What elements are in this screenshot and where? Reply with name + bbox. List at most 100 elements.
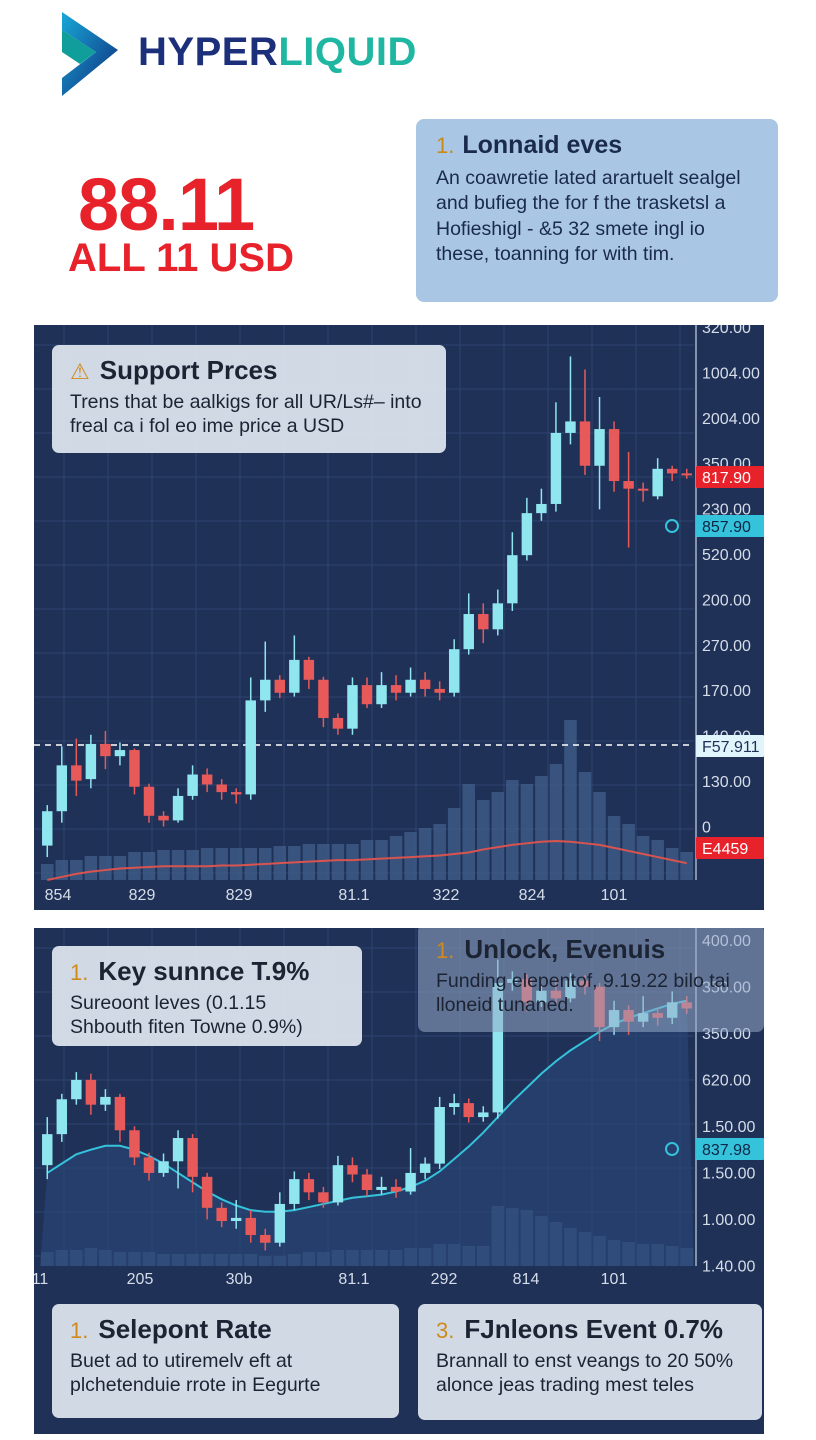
key-card-title: Key sunnce T.9% — [98, 956, 310, 986]
candle-body — [172, 1138, 184, 1162]
candle-body — [376, 685, 387, 705]
y-tick-label: 170.00 — [702, 683, 751, 700]
candle-body — [274, 679, 286, 693]
callout-top-body: An coawretie lated arartuelt sealgel and… — [436, 167, 741, 266]
candle-body — [419, 679, 431, 689]
y-tick-label: 1.40.00 — [702, 1259, 755, 1276]
candle-body — [376, 1186, 387, 1190]
candlestick-chart-2: 400.00350.00350.00620.001.50.001.50.001.… — [34, 928, 764, 1288]
volume-bar — [157, 850, 170, 880]
candle-body — [478, 1112, 489, 1118]
callout-top: 1. Lonnaid eves An coawretie lated arartu… — [416, 119, 778, 302]
candle-body — [507, 555, 518, 604]
chart-panel-2: 400.00350.00350.00620.001.50.001.50.001.… — [34, 928, 764, 1434]
volume-bar — [142, 852, 156, 880]
candle-body — [114, 750, 126, 757]
x-tick-label: 81.1 — [338, 887, 369, 904]
selepont-card-title-row: 1. Selepont Rate — [70, 1314, 381, 1345]
price-tag-label: F57.911 — [702, 739, 760, 756]
volume-bar — [99, 856, 112, 880]
volume-bar — [55, 860, 69, 880]
volume-bar — [186, 850, 199, 880]
y-tick-label: 200.00 — [702, 592, 751, 609]
x-tick-label: 854 — [45, 887, 72, 904]
price-tag-label: 837.98 — [702, 1142, 751, 1159]
candle-body — [448, 649, 460, 693]
callout-top-title: Lonnaid eves — [462, 131, 623, 159]
y-tick-label: 270.00 — [702, 638, 751, 655]
key-card-number: 1. — [70, 960, 89, 985]
selepont-rate-card: 1. Selepont Rate Buet ad to utiremelv eft… — [52, 1304, 399, 1418]
candle-body — [478, 614, 489, 630]
y-tick-label: 0 — [702, 819, 711, 836]
candle-body — [71, 1079, 82, 1100]
volume-bar — [84, 856, 98, 880]
volume-bar — [171, 850, 185, 880]
candle-body — [492, 603, 504, 630]
volume-bar — [433, 824, 446, 880]
candle-body — [463, 614, 474, 650]
y-tick-label: 620.00 — [702, 1073, 751, 1090]
y-tick-label: 1004.00 — [702, 365, 760, 382]
x-tick-label: 292 — [431, 1271, 458, 1288]
candle-body — [666, 468, 678, 474]
x-tick-label: 814 — [513, 1271, 540, 1288]
selepont-card-number: 1. — [70, 1318, 89, 1343]
candle-body — [245, 1217, 256, 1235]
volume-bar — [404, 832, 417, 880]
candle-body — [172, 795, 184, 821]
x-tick-label: 81.1 — [338, 1271, 369, 1288]
y-tick-label: 1.50.00 — [702, 1166, 755, 1183]
candle-body — [42, 1134, 53, 1166]
support-prices-card: ⚠ Support Prces Trens that be aalkigs for… — [52, 345, 446, 453]
candle-body — [143, 786, 155, 816]
volume-bar — [462, 784, 475, 880]
candle-body — [71, 765, 82, 781]
candle-body — [492, 982, 504, 1113]
warning-icon: ⚠ — [70, 359, 90, 384]
volume-bar — [229, 848, 243, 880]
fjunleans-card-title-row: 3. FJnleons Event 0.7% — [436, 1314, 744, 1345]
volume-bar — [680, 852, 693, 880]
candle-body — [390, 1186, 402, 1192]
support-card-title-row: ⚠ Support Prces — [70, 355, 428, 386]
candle-body — [158, 815, 169, 821]
unlock-card-title: Unlock, Evenuis — [464, 934, 666, 964]
candle-body — [56, 1099, 68, 1135]
candle-body — [289, 659, 300, 693]
candle-body — [550, 432, 562, 504]
x-tick-label: 322 — [433, 887, 460, 904]
x-tick-label: 101 — [601, 1271, 628, 1288]
candle-body — [521, 513, 533, 556]
candle-body — [158, 1161, 169, 1173]
candle-body — [201, 1176, 213, 1208]
candle-body — [216, 1207, 227, 1222]
candle-body — [434, 1107, 445, 1164]
price-tag-box — [696, 735, 764, 757]
volume-bar — [535, 776, 548, 880]
candle-body — [536, 503, 547, 514]
price-tag-label: 857.90 — [702, 519, 751, 536]
x-tick-label: 101 — [601, 887, 628, 904]
selepont-card-body: Buet ad to utiremelv eft at plchetenduie… — [70, 1350, 321, 1397]
volume-bar — [651, 840, 664, 880]
volume-bar — [506, 780, 519, 880]
candle-body — [187, 1138, 198, 1177]
candle-body — [390, 685, 402, 693]
price-tag-box — [696, 466, 764, 488]
volume-bar — [549, 764, 563, 880]
volume-bar — [636, 836, 650, 880]
callout-top-title-row: 1. Lonnaid eves — [436, 131, 758, 160]
candle-body — [216, 784, 227, 793]
volume-bar — [593, 792, 606, 880]
price-tag-marker-icon — [665, 519, 679, 533]
candle-body — [56, 765, 68, 812]
candle-body — [143, 1157, 155, 1173]
y-tick-label: 520.00 — [702, 547, 751, 564]
volume-bar — [200, 848, 214, 880]
candle-body — [201, 774, 213, 785]
fjunleans-card-title: FJnleons Event 0.7% — [464, 1314, 724, 1344]
candle-body — [361, 685, 373, 705]
key-support-card: 1. Key sunnce T.9% Sureoont leves (0.1.15… — [52, 946, 362, 1046]
candle-body — [85, 1079, 97, 1105]
